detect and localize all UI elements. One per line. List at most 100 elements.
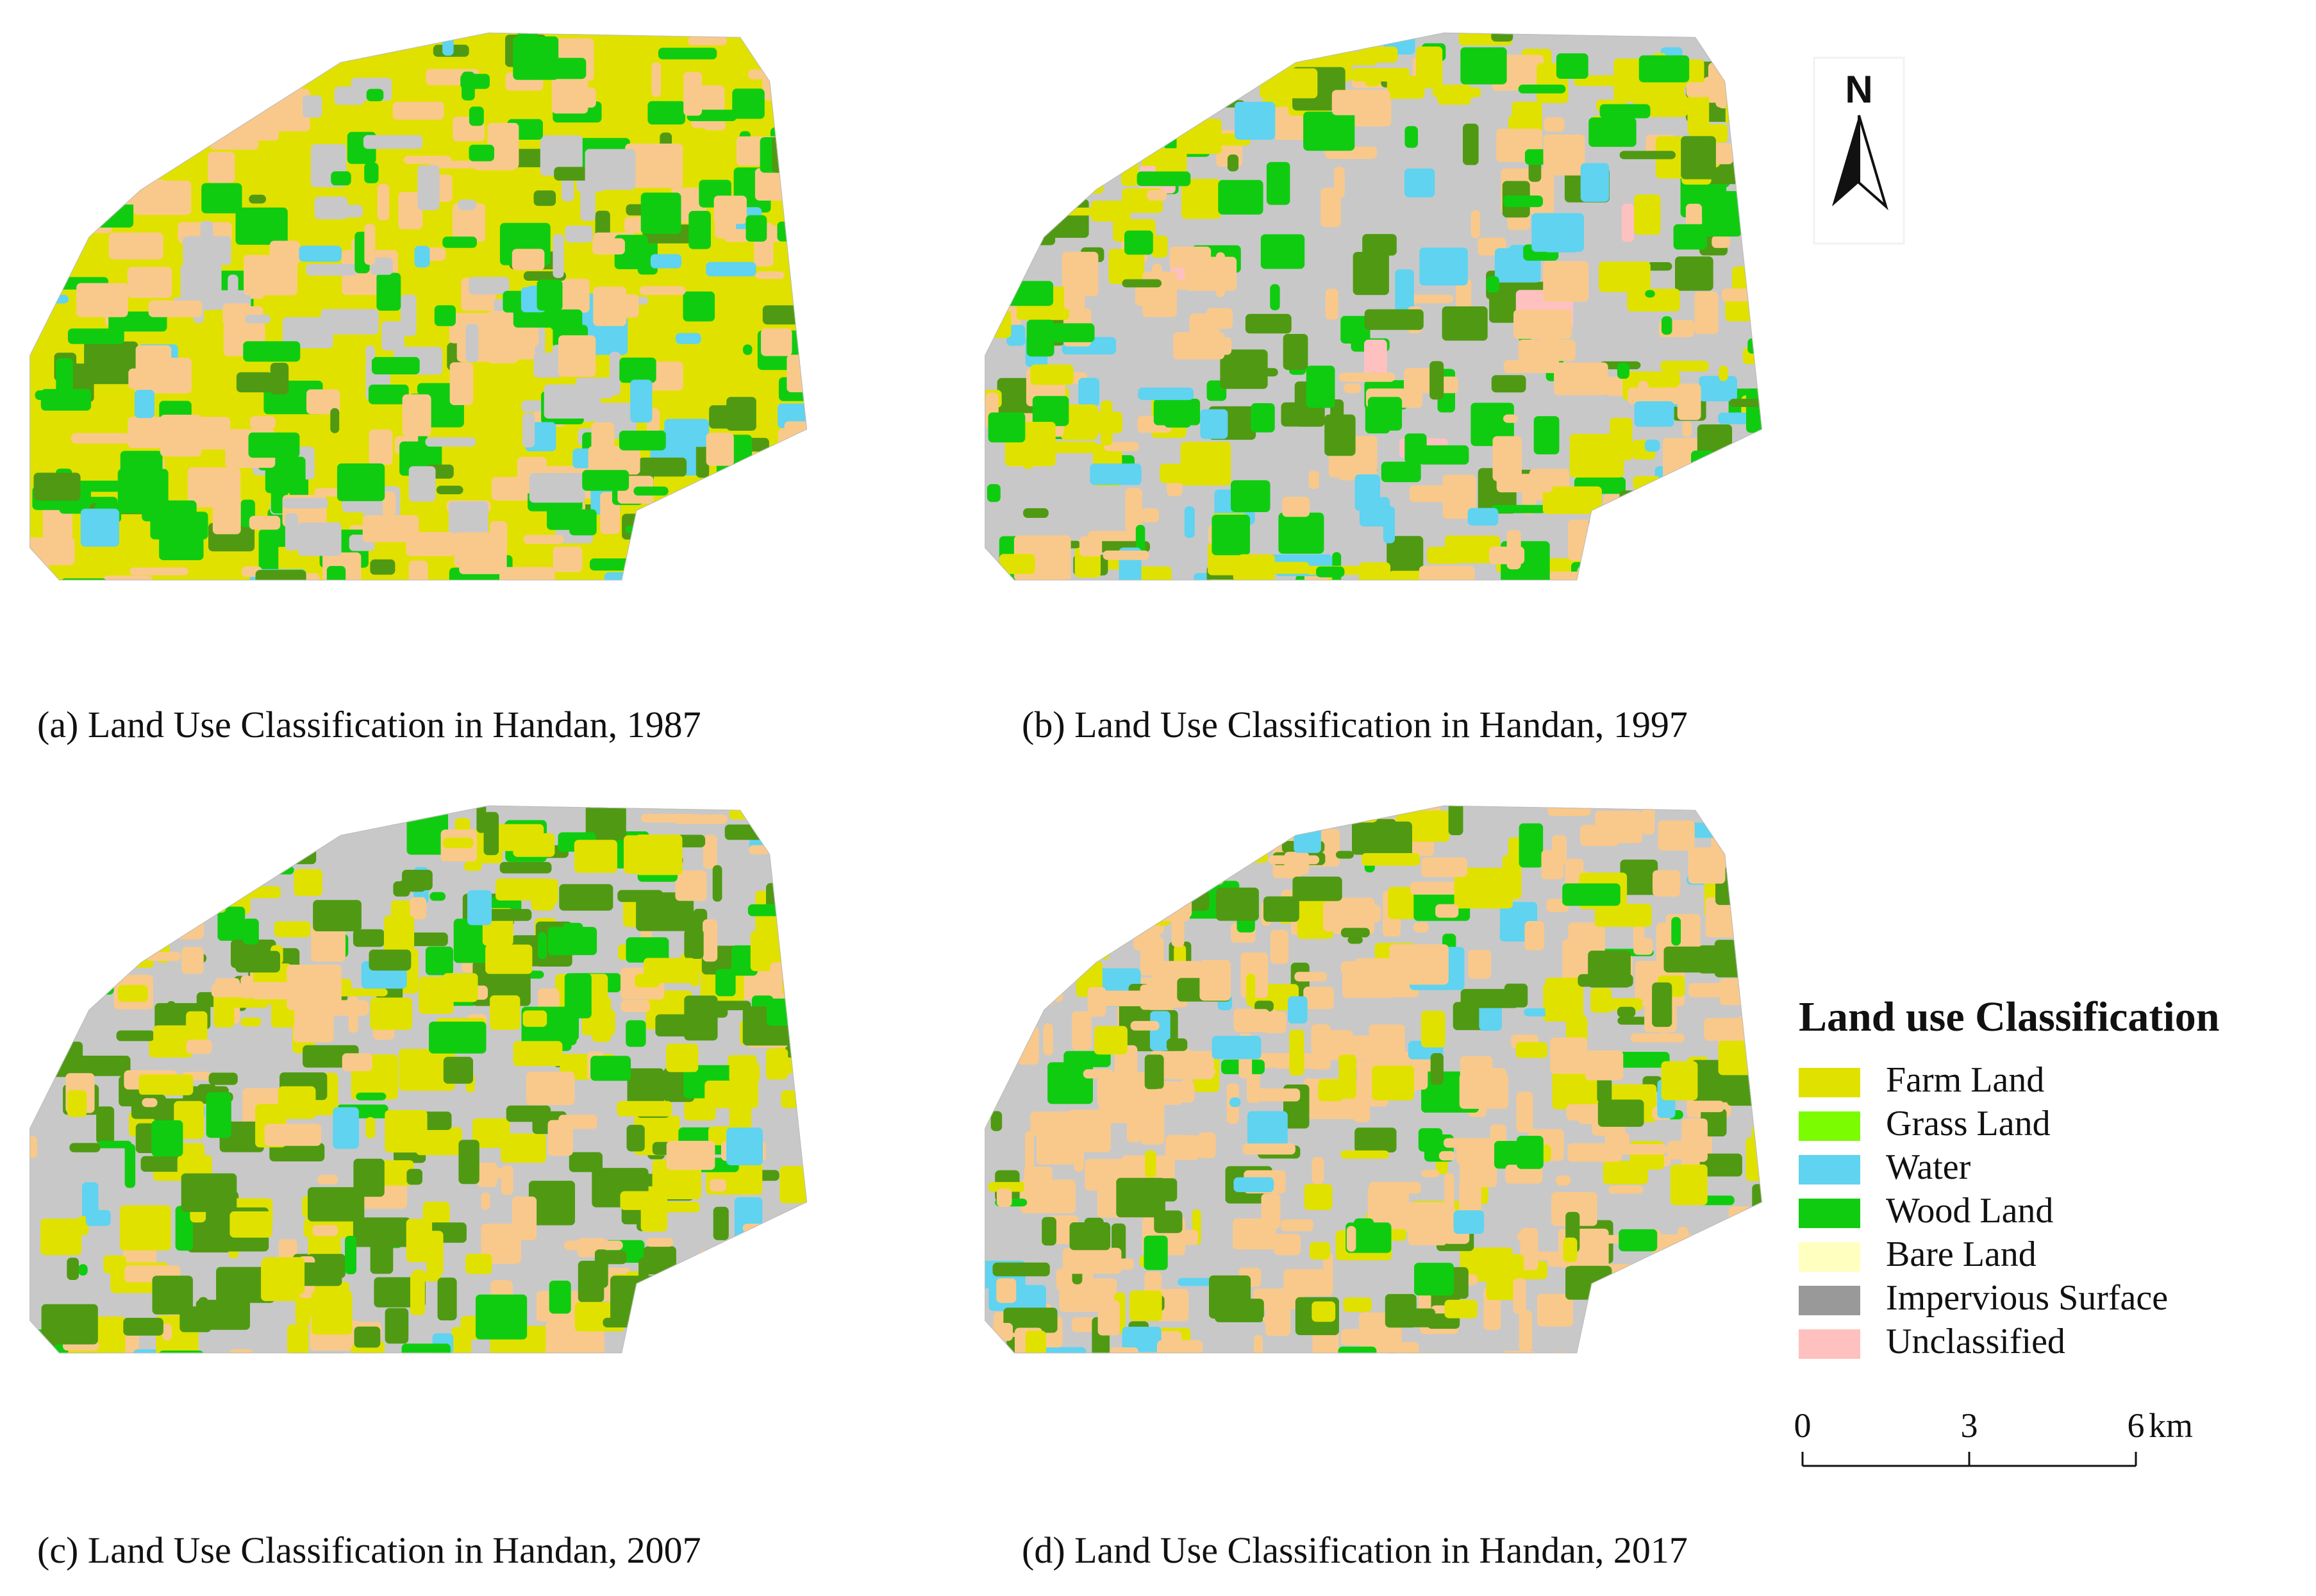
land-patch [1544, 240, 1579, 253]
land-patch [1294, 972, 1328, 982]
land-patch [604, 572, 651, 581]
land-patch [1766, 317, 1810, 344]
land-patch [442, 237, 477, 248]
land-patch [331, 171, 351, 186]
land-patch [326, 566, 346, 581]
land-patch [242, 919, 259, 945]
land-patch [1661, 490, 1687, 513]
land-patch [363, 135, 423, 149]
land-patch [703, 122, 726, 131]
land-patch [813, 1227, 866, 1252]
land-patch [29, 537, 75, 565]
land-patch [1673, 224, 1707, 250]
land-patch [1353, 1089, 1370, 1122]
land-patch [533, 190, 556, 206]
land-patch [330, 408, 340, 433]
land-patch [1617, 363, 1629, 379]
land-patch [1340, 1150, 1390, 1159]
land-patch [1144, 1235, 1168, 1270]
land-patch [1083, 1069, 1114, 1079]
land-patch [987, 913, 1033, 939]
land-patch [1246, 974, 1256, 1006]
land-patch [1060, 404, 1098, 440]
land-patch [469, 276, 510, 295]
land-patch [61, 578, 107, 581]
land-patch [538, 932, 547, 960]
land-patch [622, 513, 649, 540]
land-patch [988, 805, 1012, 841]
land-patch [732, 88, 765, 119]
land-patch [1543, 134, 1585, 176]
land-patch [1281, 1219, 1313, 1231]
land-patch [712, 865, 722, 902]
land-patch [808, 1236, 838, 1261]
land-patch [206, 1092, 231, 1138]
land-patch [1767, 138, 1787, 174]
land-patch [1753, 122, 1762, 149]
land-patch [683, 72, 702, 116]
land-patch [1059, 153, 1094, 187]
land-patch [1124, 230, 1153, 255]
land-patch [1018, 840, 1057, 866]
land-patch [1120, 906, 1170, 918]
land-patch [1303, 112, 1355, 151]
land-patch [1479, 1002, 1502, 1031]
land-patch [724, 824, 780, 840]
land-patch [56, 358, 73, 403]
land-patch [1751, 79, 1762, 110]
land-patch [706, 1336, 738, 1354]
land-patch [1122, 911, 1171, 926]
land-patch [1140, 936, 1164, 976]
land-patch [198, 1297, 208, 1309]
land-patch [1154, 1088, 1183, 1105]
land-patch [729, 1062, 760, 1083]
land-patch [1200, 409, 1228, 439]
land-patch [746, 484, 765, 518]
land-patch [334, 87, 364, 105]
land-patch [1149, 1011, 1170, 1051]
land-patch [513, 1041, 563, 1067]
land-patch [1010, 858, 1065, 901]
land-patch [1254, 1001, 1274, 1012]
land-patch [85, 94, 116, 132]
land-patch [1721, 288, 1762, 302]
land-patch [1320, 188, 1341, 228]
land-patch [410, 897, 427, 920]
land-patch [1372, 821, 1412, 861]
land-patch [1061, 100, 1107, 108]
land-patch [1173, 332, 1225, 360]
land-patch [469, 144, 494, 162]
land-patch [635, 562, 686, 581]
land-patch [1537, 1293, 1573, 1327]
land-patch [371, 357, 420, 375]
land-patch [664, 419, 709, 447]
land-patch [754, 168, 801, 201]
land-patch [1755, 1080, 1762, 1106]
land-patch [1064, 817, 1118, 859]
land-patch [1090, 463, 1142, 485]
land-patch [406, 810, 448, 855]
land-patch [1470, 210, 1481, 238]
land-patch [803, 885, 808, 924]
land-patch [715, 968, 736, 997]
land-patch [718, 544, 769, 552]
land-patch [604, 294, 639, 318]
land-patch [274, 921, 311, 938]
legend-label: Grass Land [1886, 1104, 2051, 1143]
land-patch [1006, 324, 1026, 346]
land-patch [1079, 536, 1103, 556]
land-patch [1653, 1314, 1695, 1351]
land-patch [67, 1090, 87, 1117]
land-patch [153, 888, 198, 925]
land-patch [806, 881, 808, 906]
land-patch [630, 379, 653, 423]
land-patch [53, 1344, 67, 1354]
land-patch [154, 905, 165, 929]
land-patch [85, 1209, 111, 1226]
land-patch [1681, 511, 1732, 547]
land-patch [1578, 974, 1633, 987]
land-patch [1756, 919, 1762, 945]
land-patch [29, 237, 55, 249]
land-patch [119, 163, 141, 205]
